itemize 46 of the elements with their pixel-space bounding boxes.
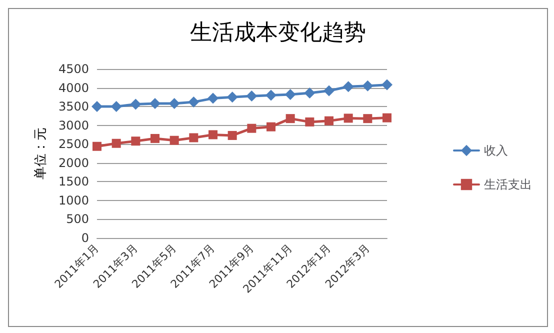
y-tick-label: 0: [81, 231, 89, 245]
point: [342, 81, 354, 92]
point: [305, 117, 314, 126]
point: [92, 142, 102, 151]
point: [112, 138, 121, 148]
point: [362, 80, 374, 92]
y-tick-label: 3000: [58, 118, 89, 132]
point: [168, 98, 180, 110]
point: [110, 101, 122, 112]
point: [150, 98, 160, 110]
y-tick-label: 4500: [58, 62, 89, 76]
y-tick-label: 3500: [58, 100, 89, 114]
point: [266, 122, 276, 132]
y-tick-label: 1500: [58, 174, 89, 189]
point: [324, 85, 334, 96]
point: [189, 133, 198, 142]
y-tick-label: 2500: [58, 137, 89, 152]
legend-label: 生活支出: [484, 178, 532, 192]
chart-title: 生活成本变化趋势: [190, 20, 366, 46]
point: [363, 114, 372, 124]
point: [208, 92, 218, 104]
point: [226, 92, 238, 103]
point: [382, 113, 392, 122]
point: [130, 98, 142, 110]
point: [284, 89, 296, 100]
point: [208, 130, 218, 140]
point: [246, 90, 258, 102]
legend-label: 收入: [484, 144, 508, 158]
point: [247, 124, 256, 133]
point: [150, 134, 160, 143]
point: [228, 130, 237, 140]
point: [344, 114, 353, 123]
y-axis-title: 单位：元: [34, 128, 49, 180]
point: [92, 101, 102, 112]
point: [304, 88, 316, 99]
point: [131, 136, 140, 146]
point: [170, 136, 179, 145]
point: [188, 96, 200, 108]
point: [266, 90, 276, 101]
point: [382, 79, 392, 90]
y-tick-label: 500: [66, 212, 89, 226]
y-tick-label: 4000: [58, 80, 89, 95]
y-tick-label: 2000: [58, 156, 89, 170]
point: [324, 116, 334, 126]
y-tick-label: 1000: [58, 193, 89, 208]
point: [286, 114, 295, 124]
